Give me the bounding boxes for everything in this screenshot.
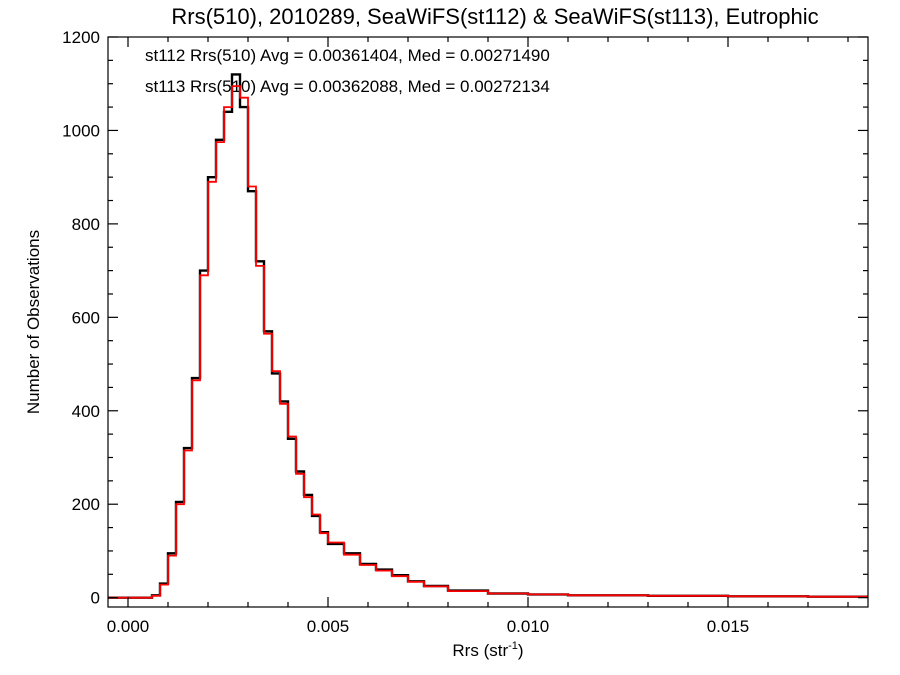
series-line-0 — [108, 73, 868, 599]
plot-frame — [107, 36, 869, 608]
y-tick-label: 1000 — [62, 121, 100, 140]
y-tick-label: 0 — [91, 589, 100, 608]
y-tick-label: 400 — [72, 402, 100, 421]
annotation-st113: st113 Rrs(510) Avg = 0.00362088, Med = 0… — [145, 77, 550, 96]
x-tick-label: 0.005 — [307, 617, 350, 636]
y-tick-label: 600 — [72, 308, 100, 327]
annotation-st112: st112 Rrs(510) Avg = 0.00361404, Med = 0… — [145, 46, 550, 65]
chart-title: Rrs(510), 2010289, SeaWiFS(st112) & SeaW… — [171, 4, 818, 29]
x-tick-label: 0.015 — [707, 617, 750, 636]
x-axis-label: Rrs (str-1) — [452, 640, 523, 660]
x-tick-label: 0.000 — [107, 617, 150, 636]
x-tick-label: 0.010 — [507, 617, 550, 636]
series-layer — [108, 73, 868, 599]
series-line-1 — [108, 85, 868, 599]
y-tick-label: 200 — [72, 495, 100, 514]
y-tick-label: 800 — [72, 215, 100, 234]
x-axis-label-close: ) — [518, 641, 524, 660]
ticks-layer: 0.000 0.005 0.010 0.015 0 200 400 600 800 1000 120… — [62, 28, 868, 636]
y-tick-label: 1200 — [62, 28, 100, 47]
y-axis-label: Number of Observations — [24, 230, 43, 414]
x-axis-label-sup: -1 — [508, 640, 518, 652]
x-axis-label-main: Rrs (str — [452, 641, 508, 660]
